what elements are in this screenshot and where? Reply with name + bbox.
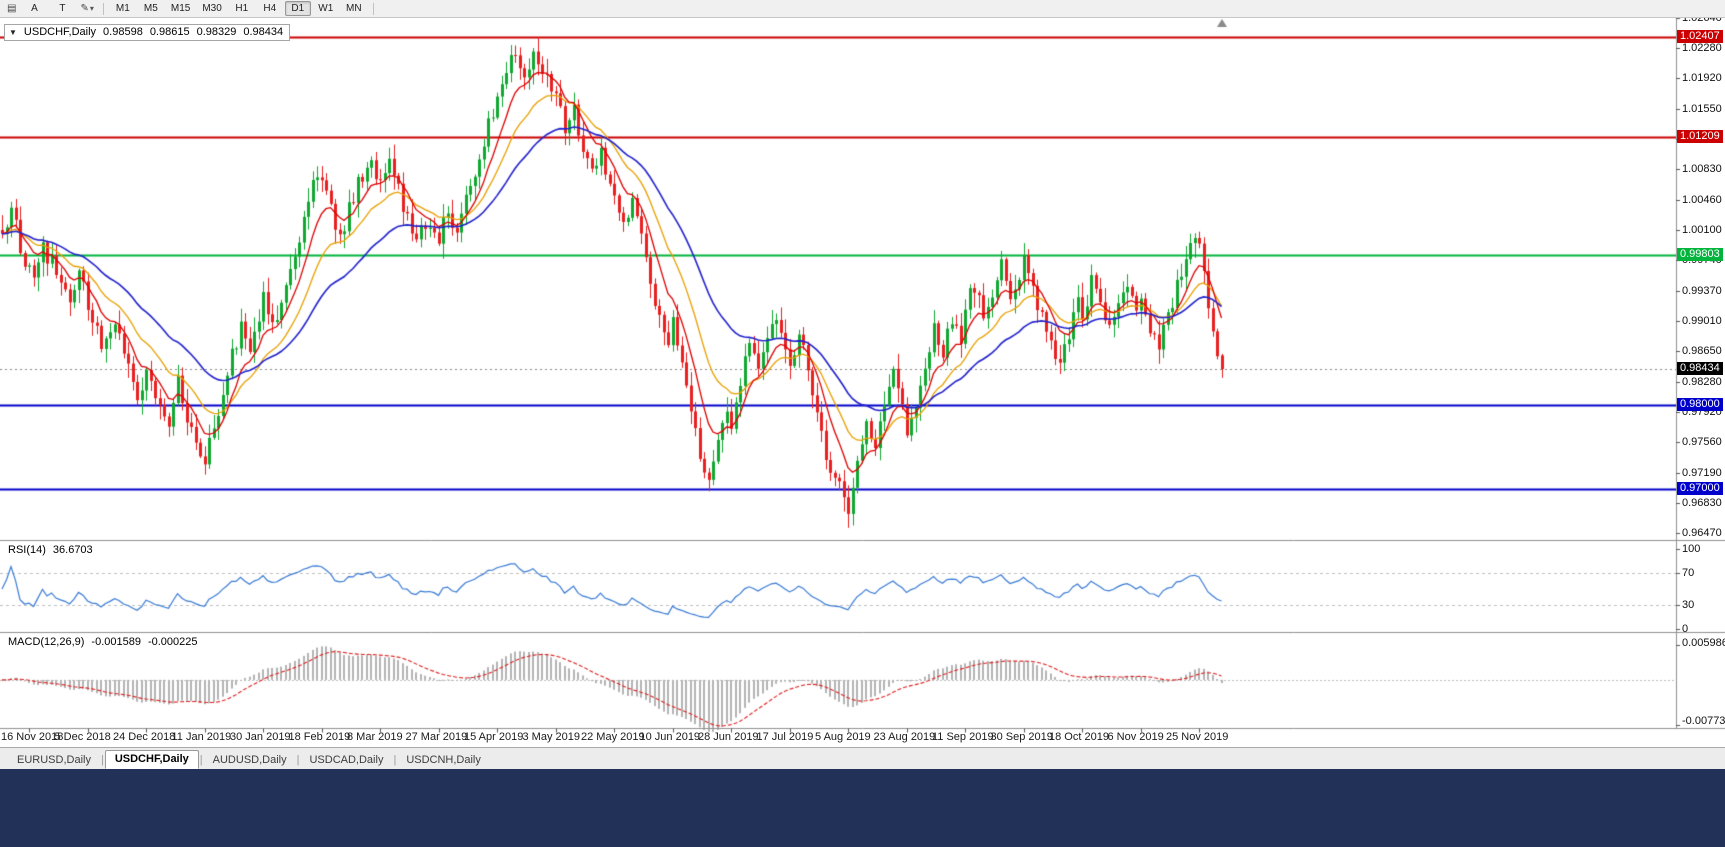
chart-windows-icon[interactable]: ▤ [7,3,17,14]
price-axis-label: 1.01550 [1682,102,1722,115]
date-axis-label: 16 Nov 2018 [1,731,64,743]
annotation-a-button[interactable]: A [31,3,38,14]
ohlc-close: 0.98434 [243,26,284,38]
date-axis-label: 5 Dec 2018 [54,731,111,743]
price-axis-label: 0.99010 [1682,314,1722,327]
top-toolbar: ▤ A T ✎▾ M1 M5 M15 M30 H1 H4 D1 W1 MN [0,0,1725,18]
timeframe-button-m15[interactable]: M15 [170,3,191,14]
price-axis-label: 0.96470 [1682,527,1722,539]
chart-tab-usdcnh[interactable]: USDCNH,Daily [406,754,481,766]
hline-price-tag: 0.97000 [1677,481,1723,495]
price-axis-label: 0.96830 [1682,496,1722,509]
macd-indicator-label: MACD(12,26,9) -0.001589 -0.000225 [8,636,198,648]
macd-signal-value: -0.000225 [147,636,198,648]
chart-tab-audusd[interactable]: AUDUSD,Daily [212,754,287,766]
date-axis-label: 27 Mar 2019 [405,731,468,743]
macd-name: MACD(12,26,9) [8,636,85,648]
date-axis-label: 24 Dec 2018 [113,731,176,743]
macd-main-value: -0.001589 [91,636,141,648]
ohlc-high: 0.98615 [149,26,190,38]
timeframe-button-m1[interactable]: M1 [115,3,130,14]
chart-tabs-bar: EURUSD,Daily | USDCHF,Daily | AUDUSD,Daily | U… [0,747,1725,769]
date-axis-label: 30 Sep 2019 [990,731,1053,743]
timeframe-button-group: M1 M5 M15 M30 H1 H4 D1 W1 MN [109,1,368,16]
date-axis-label: 17 Jul 2019 [756,731,814,743]
price-axis-label: 1.00830 [1682,163,1722,176]
date-axis-label: 6 Nov 2019 [1107,731,1164,743]
rsi-axis-label: 30 [1682,599,1695,611]
price-axis-label: 1.01920 [1682,72,1722,85]
taskbar [0,769,1725,847]
rsi-axis-label: 70 [1682,567,1695,579]
timeframe-button-w1[interactable]: W1 [318,3,334,14]
price-axis-label: 0.98280 [1682,375,1722,388]
hline-price-tag: 1.02407 [1677,30,1723,44]
tab-separator: | [296,754,300,766]
pencil-icon: ✎ [80,3,89,14]
tab-separator: | [393,754,397,766]
symbol-info-box[interactable]: ▼ USDCHF,Daily 0.98598 0.98615 0.98329 0… [4,24,291,41]
date-axis-label: 18 Feb 2019 [288,731,351,743]
date-axis-label: 10 Jun 2019 [639,731,701,743]
price-axis-label: 1.00100 [1682,224,1722,236]
rsi-axis-label: 0 [1682,623,1689,635]
rsi-name: RSI(14) [8,544,46,556]
date-axis-label: 15 Apr 2019 [464,731,524,743]
hline-price-tag: 1.01209 [1677,130,1723,144]
chevron-down-icon: ▾ [89,4,94,13]
current-price-tag: 0.98434 [1677,362,1723,376]
tab-separator: | [199,754,203,766]
timeframe-button-m5[interactable]: M5 [143,3,158,14]
price-axis-label: 0.97560 [1682,436,1722,449]
date-axis-label: 22 May 2019 [581,731,645,743]
drawing-tools-button[interactable]: ✎▾ [77,2,96,15]
text-label-button[interactable]: T [59,3,66,14]
collapse-triangle-icon[interactable]: ▼ [9,27,17,37]
toolbar-separator [102,2,104,15]
date-axis-label: 28 Jun 2019 [698,731,759,743]
date-axis-label: 11 Jan 2019 [171,731,232,743]
price-axis-label: 1.02280 [1682,42,1722,55]
date-axis-label: 30 Jan 2019 [230,731,291,743]
hline-price-tag: 0.99803 [1677,247,1723,261]
timeframe-button-d1[interactable]: D1 [284,1,311,16]
price-axis-label: 0.97190 [1682,466,1722,479]
macd-axis-label: -0.007736 [1682,715,1725,727]
date-axis-label: 3 May 2019 [522,731,580,743]
tab-separator: | [100,754,104,766]
ohlc-low: 0.98329 [196,26,237,38]
date-axis-label: 25 Nov 2019 [1166,731,1229,743]
symbol-name: USDCHF,Daily [23,26,97,38]
chart-tab-list: EURUSD,Daily | USDCHF,Daily | AUDUSD,Daily | U… [8,750,490,769]
chart-tab-usdcad[interactable]: USDCAD,Daily [309,754,384,766]
macd-axis-label: 0.005986 [1682,637,1725,649]
price-axis-label: 0.98650 [1682,345,1722,358]
hline-price-tag: 0.98000 [1677,398,1723,412]
price-axis-label: 0.99370 [1682,284,1722,297]
chart-tab-usdchf[interactable]: USDCHF,Daily [104,750,199,769]
timeframe-button-h1[interactable]: H1 [235,3,249,14]
rsi-axis-label: 100 [1682,543,1701,555]
date-axis-label: 5 Aug 2019 [815,731,871,743]
chart-tab-eurusd[interactable]: EURUSD,Daily [17,754,91,766]
date-axis-label: 18 Oct 2019 [1049,731,1109,743]
rsi-indicator-label: RSI(14) 36.6703 [8,544,93,556]
timeframe-button-mn[interactable]: MN [345,3,362,14]
timeframe-button-m30[interactable]: M30 [202,3,222,14]
date-axis-label: 11 Sep 2019 [932,731,994,743]
ohlc-open: 0.98598 [103,26,143,38]
timeframe-button-h4[interactable]: H4 [263,3,277,14]
price-axis-label: 1.00460 [1682,193,1722,206]
date-axis-label: 23 Aug 2019 [873,731,936,743]
toolbar-separator [372,2,374,15]
date-axis-label: 8 Mar 2019 [347,731,403,743]
rsi-value: 36.6703 [52,544,93,556]
